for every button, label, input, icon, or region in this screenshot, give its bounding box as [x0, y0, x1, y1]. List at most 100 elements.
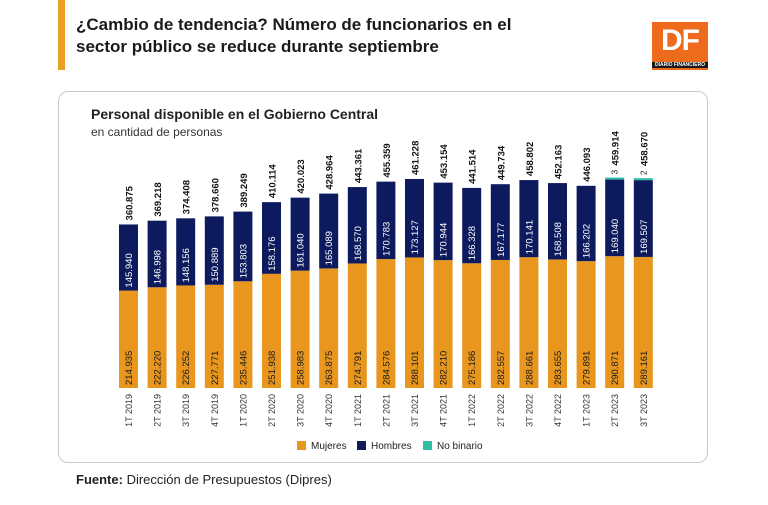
- x-tick-label: 4T 2022: [553, 394, 563, 427]
- bar-hombres: [462, 187, 482, 264]
- chart-title: Personal disponible en el Gobierno Centr…: [91, 106, 379, 122]
- chart-card: Personal disponible en el Gobierno Centr…: [58, 91, 708, 463]
- label-hombres: 158.176: [267, 236, 278, 270]
- label-mujeres: 288.661: [524, 351, 535, 385]
- label-mujeres: 279.891: [582, 351, 593, 385]
- x-tick-label: 1T 2020: [238, 394, 248, 427]
- label-hombres: 168.570: [353, 226, 364, 260]
- bar-hombres: [548, 183, 567, 260]
- label-hombres: 170.141: [524, 220, 535, 254]
- bar-mujeres: [576, 261, 596, 388]
- x-tick-label: 3T 2019: [181, 394, 191, 427]
- legend-label: No binario: [437, 441, 483, 452]
- label-mujeres: 214.935: [124, 351, 135, 385]
- bar-mujeres: [462, 263, 482, 388]
- label-hombres: 161.040: [296, 233, 307, 267]
- x-tick-label: 2T 2023: [610, 394, 620, 427]
- bar-mujeres: [433, 260, 453, 388]
- label-total: 458.802: [525, 142, 536, 176]
- label-total: 446.093: [582, 147, 593, 181]
- label-mujeres: 251.938: [267, 351, 278, 385]
- label-total: 449.734: [496, 145, 507, 180]
- bar-hombres: [490, 184, 510, 260]
- bar-mujeres: [633, 256, 653, 388]
- label-mujeres: 288.101: [410, 351, 421, 385]
- label-total: 453.154: [439, 144, 450, 179]
- label-mujeres: 290.871: [610, 351, 621, 385]
- legend-label: Mujeres: [311, 441, 347, 452]
- bar-hombres: [319, 193, 339, 269]
- bar-hombres: [147, 220, 167, 288]
- legend-swatch: [297, 441, 306, 450]
- x-tick-label: 1T 2023: [582, 394, 592, 427]
- bar-mujeres: [347, 263, 367, 388]
- logo-subtext: DIARIO FINANCIERO: [652, 62, 708, 68]
- bar-hombres: [176, 218, 196, 286]
- label-no-binario: 3: [610, 170, 620, 175]
- x-tick-label: 1T 2019: [124, 394, 134, 427]
- x-tick-label: 3T 2021: [410, 394, 420, 427]
- bar-no-binario: [605, 177, 625, 180]
- label-total: 420.023: [296, 159, 307, 193]
- label-total: 461.228: [411, 141, 422, 175]
- label-total: 369.218: [153, 182, 164, 216]
- label-total: 441.514: [468, 149, 479, 184]
- logo-mark: DF: [661, 24, 700, 57]
- label-mujeres: 275.186: [467, 351, 478, 385]
- bar-mujeres: [176, 285, 196, 388]
- label-hombres: 165.089: [324, 231, 335, 265]
- legend-swatch: [423, 441, 432, 450]
- label-total: 389.249: [239, 173, 250, 207]
- x-tick-label: 4T 2019: [210, 394, 220, 427]
- bar-hombres: [605, 179, 625, 257]
- bar-hombres: [262, 202, 281, 274]
- label-hombres: 173.127: [410, 220, 421, 254]
- label-mujeres: 227.771: [210, 351, 221, 385]
- legend-swatch: [357, 441, 366, 450]
- headline: ¿Cambio de tendencia? Número de funciona…: [76, 15, 512, 56]
- label-mujeres: 226.252: [181, 351, 192, 385]
- bar-mujeres: [147, 287, 167, 388]
- label-hombres: 146.998: [153, 250, 164, 284]
- label-hombres: 150.889: [210, 247, 221, 281]
- source-note: Fuente: Dirección de Presupuestos (Dipre…: [76, 472, 332, 487]
- bar-hombres: [519, 180, 539, 258]
- headline-accent-bar: [58, 0, 65, 70]
- stacked-bar-chart: 214.935 145.940 360.875 1T 2019 222.220 146.9…: [119, 131, 653, 452]
- source-label: Fuente:: [76, 472, 123, 487]
- label-total: 378.660: [210, 178, 221, 212]
- label-hombres: 145.940: [124, 253, 135, 287]
- bar-mujeres: [405, 257, 424, 388]
- bar-hombres: [405, 178, 424, 258]
- label-mujeres: 258.983: [296, 351, 307, 385]
- bar-mujeres: [519, 257, 539, 388]
- label-mujeres: 222.220: [153, 351, 164, 385]
- bar-hombres: [576, 185, 596, 262]
- label-total: 459.914: [611, 131, 622, 166]
- label-hombres: 148.156: [181, 248, 192, 282]
- x-tick-label: 4T 2020: [324, 394, 334, 427]
- bar-hombres: [290, 197, 310, 271]
- label-hombres: 166.202: [582, 224, 593, 258]
- label-hombres: 167.177: [496, 223, 507, 257]
- bar-mujeres: [119, 290, 138, 388]
- label-mujeres: 274.791: [353, 351, 364, 385]
- bar-mujeres: [262, 273, 281, 388]
- x-tick-label: 2T 2019: [153, 394, 163, 427]
- bar-hombres: [204, 216, 224, 285]
- bar-mujeres: [605, 256, 625, 388]
- label-hombres: 169.507: [639, 220, 650, 254]
- label-mujeres: 283.655: [553, 351, 564, 385]
- bar-mujeres: [490, 259, 510, 388]
- x-tick-label: 2T 2020: [267, 394, 277, 427]
- source-text: Dirección de Presupuestos (Dipres): [126, 472, 332, 487]
- df-logo: DF DIARIO FINANCIERO: [652, 22, 708, 70]
- x-tick-label: 1T 2021: [353, 394, 363, 427]
- bar-hombres: [633, 180, 653, 257]
- x-tick-label: 2T 2021: [381, 394, 391, 427]
- bar-hombres: [119, 224, 138, 291]
- label-total: 455.359: [382, 143, 393, 177]
- bar-hombres: [347, 187, 367, 264]
- label-total: 410.114: [268, 164, 279, 199]
- label-total: 443.361: [353, 148, 364, 183]
